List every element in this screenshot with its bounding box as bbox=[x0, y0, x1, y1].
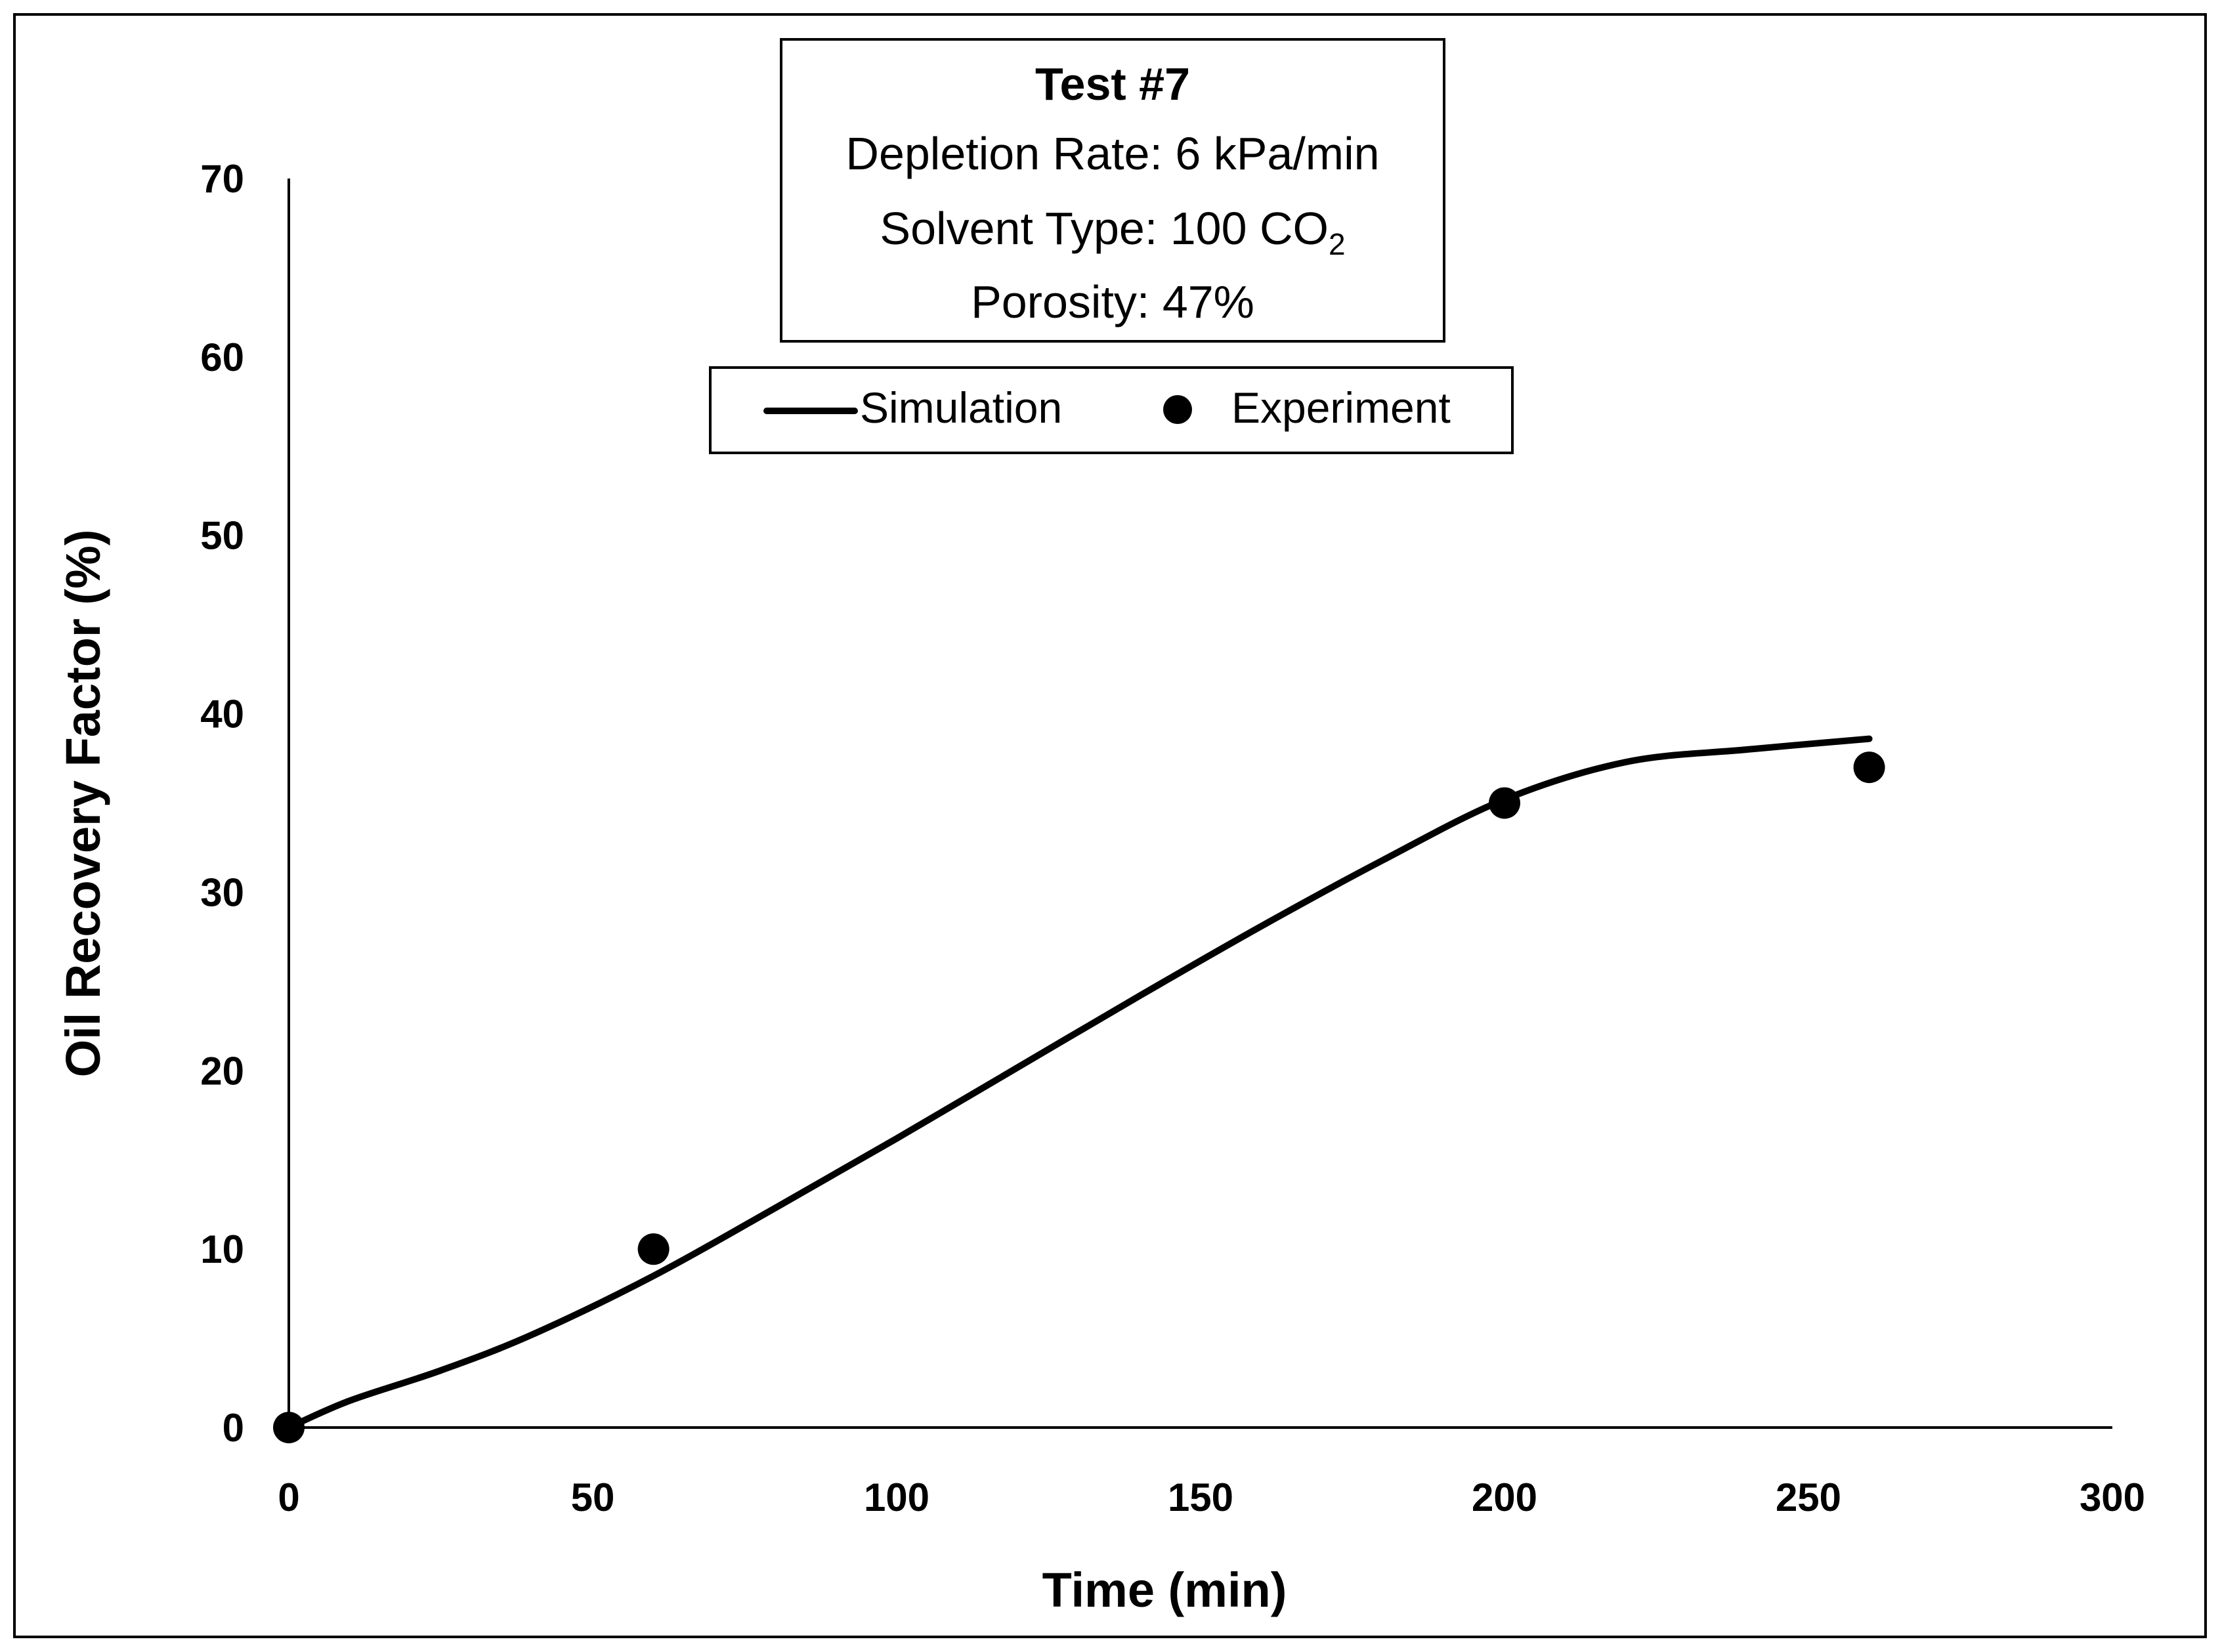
simulation-series-line bbox=[286, 735, 1873, 1431]
experiment-series-points bbox=[273, 752, 1885, 1443]
info-box-frame bbox=[780, 38, 1445, 343]
x-tick-label: 300 bbox=[2080, 1475, 2145, 1519]
plot-area: 0 10 20 30 40 50 60 70 0 50 100 150 200 250 300 bbox=[200, 157, 2145, 1519]
y-tick-label: 70 bbox=[200, 157, 244, 201]
info-box: Test #7 Depletion Rate: 6 kPa/min Solven… bbox=[780, 38, 1445, 343]
y-tick-label: 30 bbox=[200, 870, 244, 914]
legend: Simulation Experiment bbox=[709, 366, 1514, 454]
experiment-point bbox=[273, 1412, 305, 1443]
info-solvent-type: Solvent Type: 100 CO2 bbox=[880, 203, 1345, 261]
x-axis-title: Time (min) bbox=[1042, 1563, 1287, 1617]
experiment-point bbox=[637, 1233, 670, 1265]
y-tick-label: 40 bbox=[200, 692, 244, 736]
x-tick-label: 50 bbox=[571, 1475, 615, 1519]
solvent-type-subscript: 2 bbox=[1329, 227, 1346, 261]
legend-experiment-marker bbox=[1163, 395, 1192, 424]
x-tick-label: 0 bbox=[278, 1475, 299, 1519]
y-axis-title: Oil Recovery Factor (%) bbox=[56, 530, 110, 1078]
x-tick-labels: 0 50 100 150 200 250 300 bbox=[278, 1475, 2145, 1519]
experiment-point bbox=[1853, 752, 1885, 784]
y-tick-label: 20 bbox=[200, 1049, 244, 1093]
y-tick-label: 60 bbox=[200, 335, 244, 379]
solvent-type-text: Solvent Type: 100 CO bbox=[880, 203, 1329, 254]
x-tick-label: 200 bbox=[1472, 1475, 1537, 1519]
x-tick-label: 150 bbox=[1168, 1475, 1233, 1519]
y-tick-label: 50 bbox=[200, 514, 244, 558]
y-tick-label: 0 bbox=[223, 1406, 244, 1450]
y-tick-labels: 0 10 20 30 40 50 60 70 bbox=[200, 157, 244, 1450]
info-porosity: Porosity: 47% bbox=[971, 276, 1254, 328]
info-box-title: Test #7 bbox=[1035, 58, 1190, 110]
info-depletion-rate: Depletion Rate: 6 kPa/min bbox=[845, 128, 1379, 179]
experiment-point bbox=[1489, 787, 1520, 819]
legend-simulation-label: Simulation bbox=[860, 383, 1062, 432]
y-tick-label: 10 bbox=[200, 1227, 244, 1271]
x-tick-label: 250 bbox=[1776, 1475, 1841, 1519]
legend-experiment-label: Experiment bbox=[1231, 383, 1451, 432]
x-tick-label: 100 bbox=[864, 1475, 929, 1519]
